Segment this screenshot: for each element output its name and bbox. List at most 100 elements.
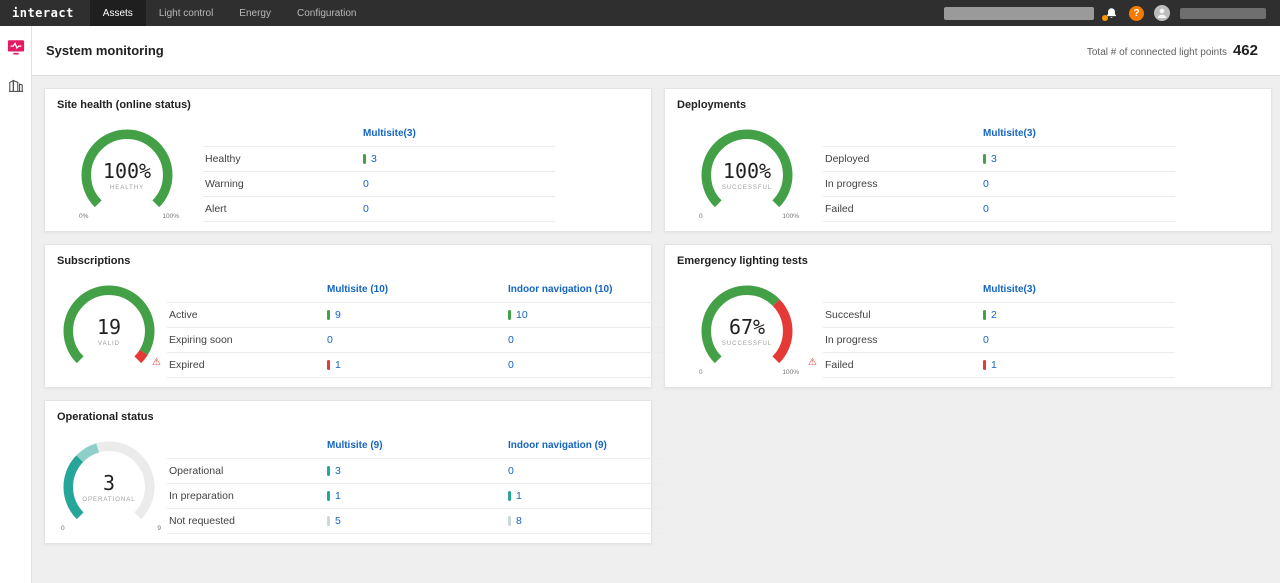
card-deployments: Deployments 100% SUCCESSFUL 0 100% Multisite(… <box>664 88 1272 232</box>
sites-icon <box>8 79 23 92</box>
table-row: ⚠ Expired 1 0 <box>152 353 669 378</box>
count-value[interactable]: 0 <box>963 203 1175 215</box>
gauge-wrap: 100% SUCCESSFUL 0 100% <box>677 121 817 227</box>
count-text: 0 <box>983 178 989 190</box>
table-row: Succesful 2 <box>823 303 1175 328</box>
gauge: 67% SUCCESSFUL 0 100% <box>695 279 799 383</box>
card-body: 100% SUCCESSFUL 0 100% Multisite(3) Deployed 3… <box>677 121 1259 227</box>
count-text: 1 <box>516 490 522 502</box>
nav-right-cluster: ? <box>944 5 1280 21</box>
gauge-wrap: 19 VALID <box>57 277 161 383</box>
count-value[interactable]: 0 <box>488 334 669 346</box>
gauge: 19 VALID <box>57 279 161 383</box>
row-label: ⚠ Expired <box>152 357 307 371</box>
gauge-wrap: 100% HEALTHY 0% 100% <box>57 121 197 227</box>
row-label-text: Not requested <box>169 515 235 527</box>
count-value[interactable]: 2 <box>963 309 1175 321</box>
status-bar-icon <box>508 491 511 501</box>
table-row: Failed 0 <box>823 197 1175 222</box>
tab-assets[interactable]: Assets <box>89 0 146 26</box>
count-value[interactable]: 10 <box>488 309 669 321</box>
column-header[interactable]: Multisite(3) <box>983 128 1036 139</box>
table-row: Deployed 3 <box>823 147 1175 172</box>
count-text: 3 <box>335 465 341 477</box>
count-value[interactable]: 8 <box>488 515 669 527</box>
card-title: Site health (online status) <box>57 99 191 111</box>
connected-points-label: Total # of connected light points <box>1086 47 1227 58</box>
row-label-text: Healthy <box>205 153 241 165</box>
left-sidebar <box>0 26 32 583</box>
count-value[interactable]: 0 <box>488 359 669 371</box>
count-text: 0 <box>327 334 333 346</box>
count-text: 8 <box>516 515 522 527</box>
site-selector-redacted[interactable] <box>944 6 1094 20</box>
column-header[interactable]: Indoor navigation (10) <box>508 284 613 295</box>
count-value[interactable]: 1 <box>307 359 488 371</box>
bell-glyph <box>1107 7 1116 18</box>
count-value[interactable]: 0 <box>963 178 1175 190</box>
brand-logo[interactable]: interact <box>12 6 74 20</box>
count-value[interactable]: 1 <box>488 490 669 502</box>
card-operational-status: Operational status 3 OPERATIONAL 0 9 Multisit… <box>44 400 669 544</box>
tab-energy[interactable]: Energy <box>239 7 271 19</box>
table-row: Alert 0 <box>203 197 555 222</box>
row-label-text: Failed <box>825 203 854 215</box>
table-row: ⚠ Failed 1 <box>808 353 1175 378</box>
count-value[interactable]: 3 <box>307 465 488 477</box>
count-value[interactable]: 3 <box>963 153 1175 165</box>
table-row: Expiring soon 0 0 <box>167 328 669 353</box>
row-label: Alert <box>203 203 343 215</box>
count-text: 0 <box>983 334 989 346</box>
column-header[interactable]: Indoor navigation (9) <box>508 440 607 451</box>
count-value[interactable]: 0 <box>963 334 1175 346</box>
row-label: Deployed <box>823 153 963 165</box>
column-header[interactable]: Multisite (10) <box>327 284 389 295</box>
status-bar-icon <box>983 154 986 164</box>
count-value[interactable]: 0 <box>343 178 555 190</box>
sidebar-item-sites[interactable] <box>4 74 28 96</box>
gauge-max-label: 100% <box>162 213 179 220</box>
count-text: 1 <box>991 359 997 371</box>
row-label: Not requested <box>167 515 307 527</box>
count-value[interactable]: 0 <box>488 465 669 477</box>
card-title: Operational status <box>57 411 154 423</box>
count-value[interactable]: 0 <box>343 203 555 215</box>
connected-points-summary: Total # of connected light points 462 <box>1087 42 1258 59</box>
card-body: 19 VALID Multisite (10) Indoor navigation (… <box>57 277 669 383</box>
column-header[interactable]: Multisite(3) <box>983 284 1036 295</box>
column-header[interactable]: Multisite(3) <box>363 128 416 139</box>
notifications-bell-icon[interactable] <box>1102 6 1119 21</box>
card-table: Multisite (9) Indoor navigation (9) Operat… <box>167 433 669 539</box>
help-icon[interactable]: ? <box>1129 5 1144 21</box>
count-text: 0 <box>508 465 514 477</box>
user-avatar[interactable] <box>1154 5 1170 21</box>
tab-configuration[interactable]: Configuration <box>296 7 357 19</box>
gauge: 100% HEALTHY 0% 100% <box>75 123 179 227</box>
table-row: In preparation 1 1 <box>167 484 669 509</box>
tab-light-control[interactable]: Light control <box>158 7 214 19</box>
count-value[interactable]: 3 <box>343 153 555 165</box>
column-header[interactable]: Multisite (9) <box>327 440 383 451</box>
count-text: 9 <box>335 309 341 321</box>
sidebar-item-monitoring[interactable] <box>4 36 28 58</box>
count-text: 3 <box>371 153 377 165</box>
count-text: 0 <box>363 203 369 215</box>
gauge-arc <box>701 129 793 221</box>
count-text: 10 <box>516 309 528 321</box>
connected-points-value: 462 <box>1232 42 1258 59</box>
card-subscriptions: Subscriptions 19 VALID Multisite (10) Indoor… <box>44 244 669 388</box>
count-text: 1 <box>335 359 341 371</box>
count-value[interactable]: 1 <box>307 490 488 502</box>
row-label-text: Expired <box>169 359 205 371</box>
count-text: 0 <box>508 359 514 371</box>
card-body: 67% SUCCESSFUL 0 100% Multisite(3) Succesful 2… <box>677 277 1259 383</box>
table-row: Healthy 3 <box>203 147 555 172</box>
row-label-text: Deployed <box>825 153 870 165</box>
table-header-row: Multisite(3) <box>203 121 555 147</box>
status-bar-icon <box>327 466 330 476</box>
count-value[interactable]: 0 <box>307 334 488 346</box>
row-label: Failed <box>823 203 963 215</box>
count-value[interactable]: 5 <box>307 515 488 527</box>
count-value[interactable]: 9 <box>307 309 488 321</box>
count-value[interactable]: 1 <box>963 359 1175 371</box>
